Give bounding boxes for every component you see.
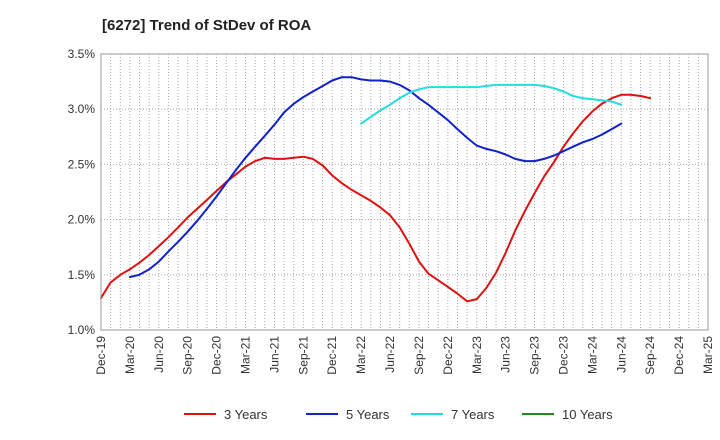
y-tick-label: 1.5% <box>68 268 96 282</box>
x-tick-label: Jun-21 <box>267 336 281 373</box>
legend-label: 3 Years <box>224 407 268 422</box>
x-tick-label: Mar-25 <box>701 336 715 374</box>
x-axis: Dec-19 Mar-20 Jun-20 Sep-20 Dec-20 Mar-21 Jun-… <box>94 336 715 375</box>
x-tick-label: Mar-22 <box>354 336 368 374</box>
x-tick-label: Sep-20 <box>181 336 195 375</box>
legend: 3 Years 5 Years 7 Years 10 Years <box>184 407 613 422</box>
plot-area <box>100 53 709 331</box>
x-tick-label: Mar-24 <box>585 336 599 374</box>
x-tick-label: Sep-21 <box>296 336 310 375</box>
y-tick-label: 2.5% <box>68 157 96 171</box>
x-tick-label: Mar-23 <box>470 336 484 374</box>
x-tick-label: Dec-23 <box>556 336 570 375</box>
series-lines <box>100 76 652 303</box>
y-tick-label: 3.0% <box>68 102 96 116</box>
x-tick-label: Sep-23 <box>528 336 542 375</box>
x-tick-label: Sep-22 <box>412 336 426 375</box>
y-axis: 1.0% 1.5% 2.0% 2.5% 3.0% 3.5% <box>68 47 96 337</box>
legend-label: 10 Years <box>562 407 613 422</box>
y-tick-label: 1.0% <box>68 323 96 337</box>
x-tick-label: Jun-22 <box>383 336 397 373</box>
x-tick-label: Dec-21 <box>325 336 339 375</box>
series-line-7-years <box>360 83 623 125</box>
legend-label: 5 Years <box>346 407 390 422</box>
x-tick-label: Jun-24 <box>614 336 628 373</box>
legend-label: 7 Years <box>451 407 495 422</box>
x-tick-label: Dec-22 <box>441 336 455 375</box>
y-tick-label: 3.5% <box>68 47 96 61</box>
x-tick-label: Sep-24 <box>643 336 657 375</box>
grid <box>100 53 709 331</box>
y-tick-label: 2.0% <box>68 213 96 227</box>
chart-title: [6272] Trend of StDev of ROA <box>102 17 311 34</box>
x-tick-label: Mar-20 <box>123 336 137 374</box>
x-tick-label: Jun-23 <box>499 336 513 373</box>
x-tick-label: Jun-20 <box>152 336 166 373</box>
series-line-3-years <box>100 93 652 303</box>
x-tick-label: Dec-19 <box>94 336 108 375</box>
x-tick-label: Mar-21 <box>239 336 253 374</box>
series-line-5-years <box>128 76 623 278</box>
x-tick-label: Dec-20 <box>210 336 224 375</box>
x-tick-label: Dec-24 <box>672 336 686 375</box>
